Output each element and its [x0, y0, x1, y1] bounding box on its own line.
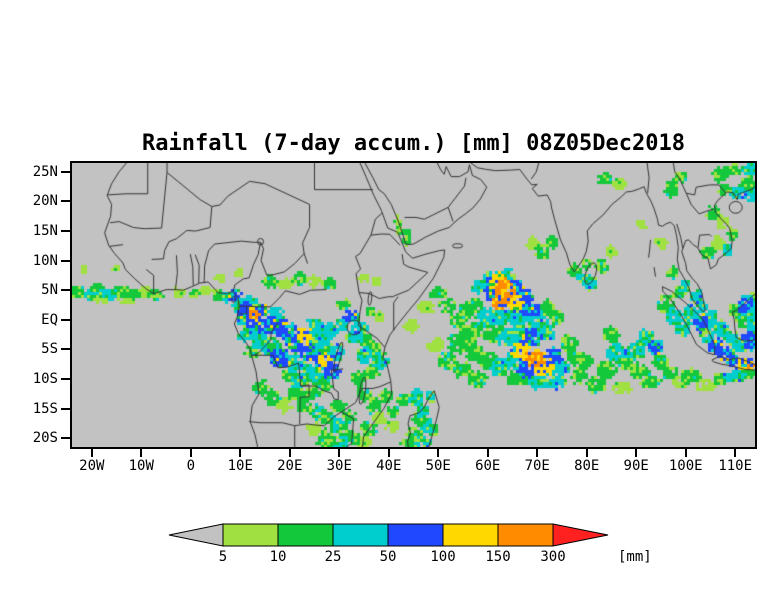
colorbar-boundary-label: 50 [379, 549, 397, 565]
lat-tick-label: 15N [32, 223, 58, 240]
lon-tick-label: 110E [718, 458, 753, 474]
lon-tick-mark [437, 449, 440, 457]
lon-tick-mark [387, 449, 390, 457]
lat-tick-mark [61, 200, 70, 203]
lat-tick-label: 10N [32, 252, 58, 269]
colorbar-segment [442, 523, 499, 547]
lat-tick-label: 20S [32, 430, 58, 447]
lon-tick-label: 90E [623, 458, 649, 474]
lon-tick-mark [635, 449, 638, 457]
colorbar-segment [222, 523, 279, 547]
lon-tick-label: 10E [227, 458, 253, 474]
colorbar-unit-label: [mm] [618, 549, 652, 565]
lat-tick-mark [61, 259, 70, 262]
colorbar: 5 10 25 50 100 150 300 [mm] [168, 523, 652, 565]
lat-tick-label: EQ [41, 311, 58, 328]
lat-tick-label: 5S [41, 341, 58, 358]
lat-tick-mark [61, 348, 70, 351]
colorbar-segment [277, 523, 334, 547]
colorbar-arrow-high [552, 523, 609, 547]
lon-tick-mark [684, 449, 687, 457]
lat-tick-label: 20N [32, 193, 58, 210]
colorbar-boundary-label: 300 [540, 549, 566, 565]
colorbar-segment [497, 523, 554, 547]
colorbar-boundary-label: 150 [485, 549, 511, 565]
lat-tick-mark [61, 377, 70, 380]
lat-tick-label: 5N [41, 282, 58, 299]
lat-tick-label: 25N [32, 163, 58, 180]
lon-tick-mark [486, 449, 489, 457]
lat-tick-mark [61, 230, 70, 233]
lat-tick-mark [61, 170, 70, 173]
lon-tick-label: 40E [376, 458, 402, 474]
lon-tick-label: 20E [277, 458, 303, 474]
lon-tick-label: 70E [524, 458, 550, 474]
lon-tick-label: 30E [326, 458, 352, 474]
colorbar-segment [332, 523, 389, 547]
colorbar-arrow-low [168, 523, 224, 547]
lon-tick-mark [338, 449, 341, 457]
lon-tick-mark [585, 449, 588, 457]
lon-tick-mark [536, 449, 539, 457]
lat-tick-label: 15S [32, 400, 58, 417]
lon-tick-mark [734, 449, 737, 457]
lon-tick-label: 10W [128, 458, 154, 474]
lon-tick-mark [90, 449, 93, 457]
colorbar-boundary-label: 100 [430, 549, 456, 565]
lat-tick-mark [61, 289, 70, 292]
lon-tick-mark [189, 449, 192, 457]
colorbar-boundary-label: 10 [269, 549, 287, 565]
colorbar-boundary-label: 5 [218, 549, 228, 565]
lat-tick-mark [61, 407, 70, 410]
lat-tick-label: 10S [32, 370, 58, 387]
colorbar-boundary-label: 25 [324, 549, 342, 565]
lon-tick-label: 0 [186, 458, 195, 474]
map-frame [70, 161, 757, 449]
lon-tick-label: 100E [668, 458, 703, 474]
colorbar-scale [168, 523, 609, 547]
lon-tick-mark [140, 449, 143, 457]
lat-tick-mark [61, 437, 70, 440]
lon-tick-label: 20W [79, 458, 105, 474]
plot-title: Rainfall (7-day accum.) [mm] 08Z05Dec201… [141, 131, 686, 156]
lon-tick-label: 80E [574, 458, 600, 474]
colorbar-segment [387, 523, 444, 547]
lon-tick-mark [288, 449, 291, 457]
lon-tick-mark [239, 449, 242, 457]
lat-tick-mark [61, 318, 70, 321]
lon-tick-label: 50E [425, 458, 451, 474]
lon-tick-label: 60E [475, 458, 501, 474]
rainfall-map-canvas [72, 163, 755, 447]
